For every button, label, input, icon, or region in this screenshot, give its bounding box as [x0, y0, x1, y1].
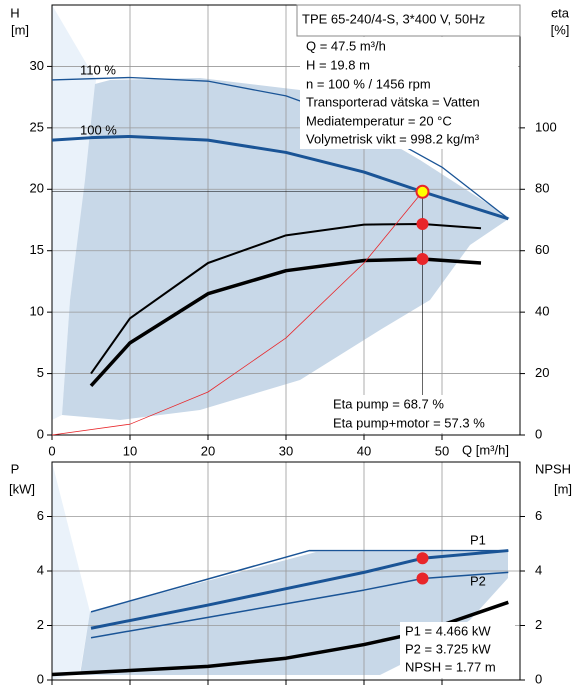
annotation: n = 100 % / 1456 rpm [306, 76, 431, 91]
y-tick-label: 30 [30, 58, 44, 73]
operating-point [416, 572, 429, 585]
y-tick-label: 25 [30, 119, 44, 134]
operating-point [415, 184, 430, 199]
operating-point [416, 253, 429, 266]
y2-axis-label: [m] [554, 481, 572, 496]
y-tick-label: 10 [30, 304, 44, 319]
x-tick-label: 50 [435, 443, 449, 458]
y2-tick-label: 0 [535, 671, 542, 686]
info-box [300, 37, 518, 149]
x-tick-label: 40 [357, 443, 371, 458]
x-tick-label: 20 [201, 443, 215, 458]
series-line [51, 134, 509, 221]
y-tick-label: 5 [37, 365, 44, 380]
x-tick-label: 0 [48, 443, 55, 458]
series-line [90, 549, 509, 630]
y-axis-label: P [11, 461, 20, 476]
y-tick-label: 6 [37, 508, 44, 523]
y2-tick-label: 40 [535, 304, 549, 319]
series-label: P2 [470, 573, 486, 588]
y-tick-label: 15 [30, 242, 44, 257]
y2-tick-label: 0 [535, 426, 542, 441]
y2-axis-label: eta [551, 5, 570, 20]
operating-point [416, 217, 429, 230]
y-tick-label: 20 [30, 181, 44, 196]
y-tick-label: 0 [37, 671, 44, 686]
x-tick-label: 10 [123, 443, 137, 458]
eta-box [328, 395, 518, 433]
annotation: Eta pump = 68.7 % [333, 396, 444, 411]
y-tick-label: 4 [37, 562, 44, 577]
y2-axis-label: NPSH [535, 461, 571, 476]
power-box [400, 622, 515, 678]
left-band [52, 5, 96, 420]
series-label: P1 [470, 532, 486, 547]
y2-tick-label: 6 [535, 508, 542, 523]
series-label: 100 % [80, 122, 117, 137]
y2-tick-label: 100 [535, 119, 557, 134]
y2-axis-label: [%] [551, 22, 570, 37]
y-axis-label: [m] [11, 22, 29, 37]
y-tick-label: 2 [37, 617, 44, 632]
y2-tick-label: 4 [535, 562, 542, 577]
series-line [90, 571, 509, 639]
operating-point [416, 552, 429, 565]
y2-tick-label: 2 [535, 617, 542, 632]
y-axis-label: H [10, 5, 19, 20]
annotation: H = 19.8 m [306, 57, 370, 72]
x-axis-label: Q [m³/h] [462, 442, 509, 457]
title-box [296, 4, 521, 37]
series-line [51, 76, 509, 220]
plot-frame [51, 461, 521, 681]
y-axis-label: [kW] [9, 481, 35, 496]
annotation: Mediatemperatur = 20 °C [306, 113, 452, 128]
annotation: Eta pump+motor = 57.3 % [333, 415, 485, 430]
y-tick-label: 0 [37, 426, 44, 441]
annotation: Q = 47.5 m³/h [306, 38, 386, 53]
annotation: TPE 65-240/4-S, 3*400 V, 50Hz [302, 11, 485, 26]
annotation: Transporterad vätska = Vatten [306, 94, 480, 109]
annotation: Volymetrisk vikt = 998.2 kg/m³ [306, 131, 480, 146]
y2-tick-label: 20 [535, 365, 549, 380]
annotation: P1 = 4.466 kW [405, 623, 491, 638]
text-layer: 0 10 20 30 40 50051015202530020406080100H[m]e… [9, 5, 572, 686]
annotation: NPSH = 1.77 m [405, 659, 496, 674]
x-tick-label: 30 [279, 443, 293, 458]
series-line [90, 549, 509, 613]
plot-frame [51, 4, 521, 436]
series-label: 110 % [80, 62, 116, 77]
annotation: P2 = 3.725 kW [405, 641, 491, 656]
series-line [51, 191, 423, 436]
y2-tick-label: 60 [535, 242, 549, 257]
y2-tick-label: 80 [535, 181, 549, 196]
